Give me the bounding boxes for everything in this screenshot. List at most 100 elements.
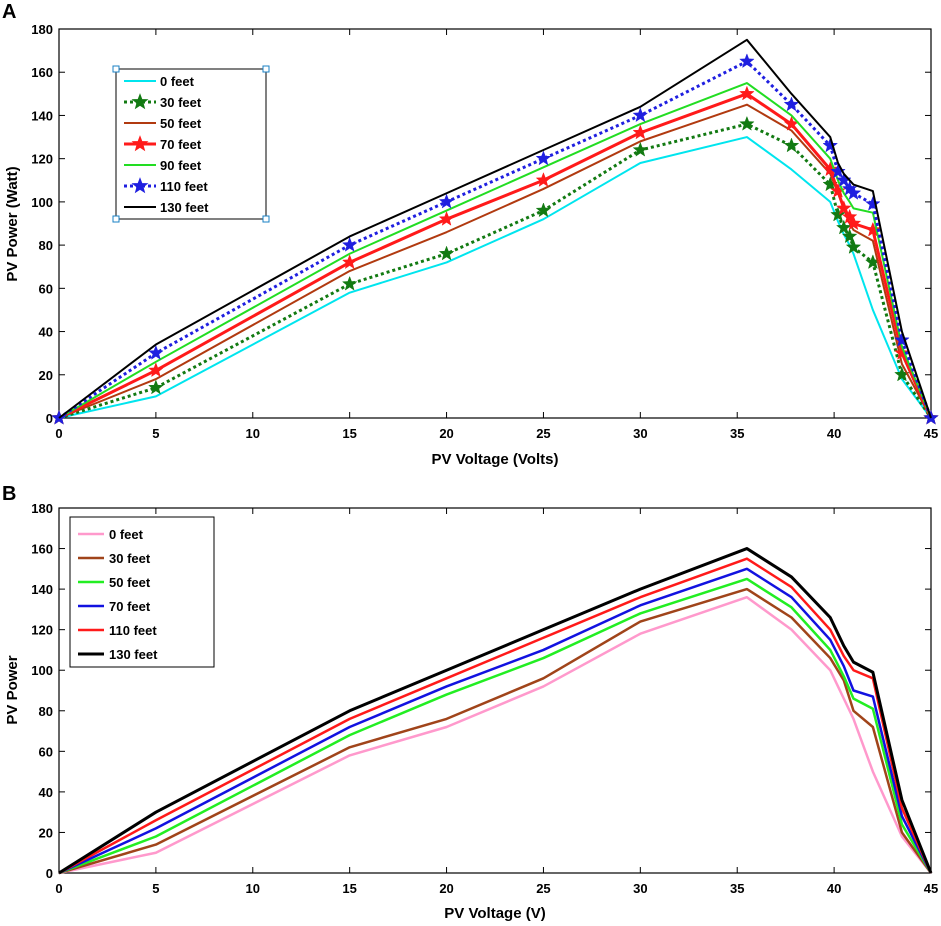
legend-label: 70 feet xyxy=(109,599,151,614)
legend-label: 130 feet xyxy=(109,647,158,662)
data-point-star xyxy=(894,344,910,360)
y-tick-label: 160 xyxy=(31,542,53,557)
series-line-110-feet xyxy=(58,59,933,420)
series-line-30-feet xyxy=(58,587,933,875)
panel-a-y-axis-label: PV Power (Watt) xyxy=(4,166,21,281)
data-point-star xyxy=(865,221,881,237)
panel-b: B 0 20 40 60 80 100 120 140 160 180 0 5 10 15 20 25 30 3… xyxy=(2,483,938,922)
panel-b-legend-box xyxy=(69,516,215,668)
data-point-star xyxy=(783,96,800,112)
panel-b-series xyxy=(58,547,933,875)
y-tick-label: 80 xyxy=(39,238,53,253)
data-point-star xyxy=(341,254,358,270)
legend-label: 0 feet xyxy=(160,74,195,89)
data-point-star xyxy=(739,85,755,101)
panel-b-legend: 0 feet 30 feet 50 feet 70 feet 110 feet 130 f… xyxy=(69,516,215,668)
data-point-star xyxy=(830,206,846,222)
panel-b-y-ticks: 0 20 40 60 80 100 120 140 160 180 xyxy=(31,501,931,881)
y-tick-label: 120 xyxy=(31,623,53,638)
panel-a-x-axis-label: PV Voltage (Volts) xyxy=(432,451,559,468)
y-tick-label: 140 xyxy=(31,582,53,597)
y-tick-label: 0 xyxy=(46,411,53,426)
y-tick-label: 40 xyxy=(39,785,53,800)
x-tick-label: 0 xyxy=(55,881,62,896)
y-tick-label: 60 xyxy=(39,281,53,296)
x-tick-label: 0 xyxy=(55,426,62,441)
x-tick-label: 40 xyxy=(827,881,841,896)
legend-label: 30 feet xyxy=(109,551,151,566)
data-point-star xyxy=(632,124,649,140)
series-line-30-feet xyxy=(58,122,933,420)
data-point-star xyxy=(835,219,852,235)
panel-b-y-axis-label: PV Power xyxy=(4,655,21,724)
data-point-star xyxy=(632,107,649,123)
x-tick-label: 5 xyxy=(152,881,159,896)
y-tick-label: 20 xyxy=(39,825,53,840)
data-point-star xyxy=(535,202,552,218)
legend-star-icon xyxy=(131,177,149,194)
legend-label: 130 feet xyxy=(160,200,209,215)
panel-b-x-ticks: 0 5 10 15 20 25 30 35 40 45 xyxy=(55,508,938,896)
data-point-star xyxy=(835,200,852,216)
data-point-star xyxy=(739,115,755,131)
data-point-star xyxy=(835,172,852,187)
data-point-star xyxy=(632,141,649,157)
x-tick-label: 20 xyxy=(439,426,453,441)
data-point-star xyxy=(438,245,455,261)
panel-b-label: B xyxy=(2,483,16,505)
y-tick-label: 20 xyxy=(39,368,53,383)
data-point-star xyxy=(739,53,755,69)
data-point-star xyxy=(148,362,164,378)
panel-a-y-ticks: 0 20 40 60 80 100 120 140 160 180 xyxy=(31,22,931,426)
data-point-star xyxy=(822,137,839,153)
data-point-star xyxy=(438,210,455,226)
x-tick-label: 5 xyxy=(152,426,159,441)
data-point-star xyxy=(894,331,910,347)
legend-label: 50 feet xyxy=(160,116,202,131)
data-point-star xyxy=(822,161,839,177)
legend-label: 90 feet xyxy=(160,158,202,173)
x-tick-label: 15 xyxy=(342,881,356,896)
x-tick-label: 10 xyxy=(246,881,260,896)
data-point-star xyxy=(535,150,552,166)
y-tick-label: 180 xyxy=(31,501,53,516)
legend-handle-icon xyxy=(262,65,270,73)
legend-label: 0 feet xyxy=(109,527,144,542)
data-point-star xyxy=(341,236,358,252)
data-point-star xyxy=(535,172,552,187)
x-tick-label: 25 xyxy=(536,881,550,896)
x-tick-label: 40 xyxy=(827,426,841,441)
data-point-star xyxy=(783,137,800,153)
legend-star-icon xyxy=(131,135,149,152)
data-point-star xyxy=(845,185,862,200)
series-line-0-feet xyxy=(58,136,932,419)
y-tick-label: 180 xyxy=(31,22,53,37)
x-tick-label: 35 xyxy=(730,881,744,896)
series-line-90-feet xyxy=(58,82,932,419)
series-line-130-feet xyxy=(58,547,933,875)
y-tick-label: 40 xyxy=(39,325,53,340)
x-tick-label: 10 xyxy=(246,426,260,441)
y-tick-label: 100 xyxy=(31,663,53,678)
legend-label: 50 feet xyxy=(109,575,151,590)
panel-a-legend: 0 feet 30 feet 50 feet 70 feet 90 feet 110 fe… xyxy=(112,65,270,223)
legend-star-icon xyxy=(131,93,149,110)
series-line-70-feet xyxy=(58,567,933,875)
legend-label: 30 feet xyxy=(160,95,202,110)
panel-a-series xyxy=(51,38,939,425)
panel-a-label: A xyxy=(2,1,16,23)
data-point-star xyxy=(845,239,862,254)
data-point-star xyxy=(830,163,846,179)
data-point-star xyxy=(841,208,858,224)
data-point-star xyxy=(148,344,164,360)
series-line-70-feet xyxy=(58,92,933,420)
x-tick-label: 25 xyxy=(536,426,550,441)
data-point-star xyxy=(841,228,858,244)
series-line-50-feet xyxy=(58,103,932,419)
series-line-0-feet xyxy=(58,595,932,875)
x-tick-label: 20 xyxy=(439,881,453,896)
y-tick-label: 120 xyxy=(31,152,53,167)
y-tick-label: 80 xyxy=(39,704,53,719)
y-tick-label: 60 xyxy=(39,744,53,759)
panel-b-x-axis-label: PV Voltage (V) xyxy=(444,905,545,922)
